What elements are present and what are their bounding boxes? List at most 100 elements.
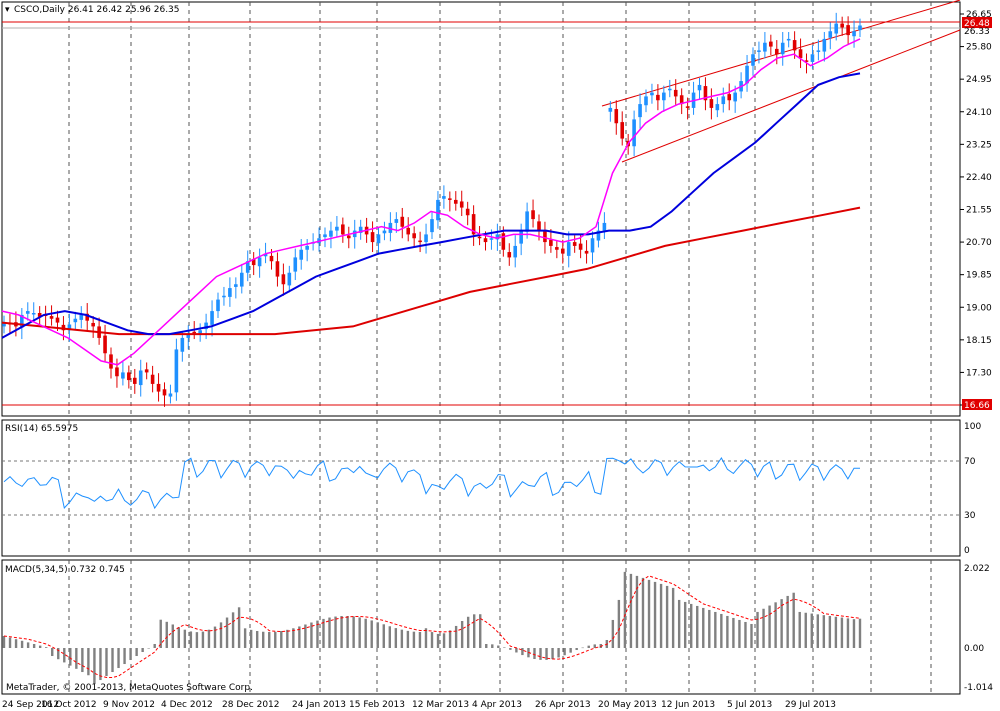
bull-candle xyxy=(210,311,214,325)
macd-bar xyxy=(322,618,325,648)
macd-bar xyxy=(201,631,205,648)
macd-bar xyxy=(430,632,434,648)
x-axis-label: 29 Jul 2013 xyxy=(785,700,836,710)
macd-bar xyxy=(683,601,687,648)
macd-bar xyxy=(304,624,307,648)
bull-candle xyxy=(138,370,143,386)
bull-candle xyxy=(382,230,387,234)
bull-candle xyxy=(745,65,749,84)
bear-candle xyxy=(578,243,583,250)
macd-tick-max: 2.022 xyxy=(964,564,990,574)
bull-candle xyxy=(644,96,648,106)
macd-bar xyxy=(117,648,120,669)
macd-bar xyxy=(207,629,211,648)
support-price-tag xyxy=(962,399,992,410)
bear-candle xyxy=(840,23,844,28)
macd-bar xyxy=(720,613,723,648)
macd-bar xyxy=(292,628,295,648)
macd-bar xyxy=(774,602,777,648)
bull-candle xyxy=(697,84,702,91)
bull-candle xyxy=(566,242,571,256)
macd-bar xyxy=(328,617,331,648)
bull-candle xyxy=(287,272,292,286)
macd-bar xyxy=(38,645,42,648)
macd-bar xyxy=(563,648,566,656)
bull-candle xyxy=(204,322,208,330)
macd-bar xyxy=(738,619,741,648)
macd-bar xyxy=(780,599,783,648)
macd-bar xyxy=(611,619,615,648)
x-axis-label: 28 Dec 2012 xyxy=(222,700,280,710)
bull-candle xyxy=(667,88,672,91)
macd-bar xyxy=(195,632,199,648)
rsi-panel[interactable] xyxy=(1,419,961,557)
bull-candle xyxy=(751,54,755,66)
macd-bar xyxy=(557,648,560,658)
bear-candle xyxy=(703,86,708,101)
symbol-header: CSCO,Daily 26.41 26.42 25.96 26.35 xyxy=(14,5,180,15)
ma-fast-line xyxy=(1,38,861,366)
macd-bar xyxy=(515,648,518,653)
bear-candle xyxy=(620,122,625,139)
bear-candle xyxy=(115,367,119,377)
bear-candle xyxy=(459,201,464,208)
macd-bar xyxy=(696,605,699,648)
x-axis-label: 24 Jan 2013 xyxy=(292,700,346,710)
macd-bar xyxy=(219,622,223,648)
x-axis-label: 26 Apr 2013 xyxy=(535,700,591,710)
macd-bar xyxy=(539,648,542,660)
macd-bar xyxy=(81,648,84,673)
macd-bar xyxy=(32,643,36,648)
macd-bar xyxy=(732,617,735,648)
bear-candle xyxy=(150,374,155,384)
price-panel[interactable] xyxy=(1,1,961,417)
bull-candle xyxy=(650,92,654,96)
bear-candle xyxy=(269,255,274,262)
macd-bar xyxy=(280,630,283,648)
macd-bar xyxy=(587,645,590,648)
support-label: 16.66 xyxy=(964,401,990,411)
bear-candle xyxy=(418,240,422,243)
macd-bar xyxy=(165,621,168,648)
x-axis-label: 20 May 2013 xyxy=(598,700,657,710)
bull-candle xyxy=(608,107,613,112)
x-axis-label: 12 Mar 2013 xyxy=(412,700,469,710)
bull-candle xyxy=(715,104,720,111)
macd-bar xyxy=(123,648,126,665)
bear-candle xyxy=(192,331,197,334)
x-axis-label: 16 Oct 2012 xyxy=(41,700,97,710)
bull-candle xyxy=(525,211,529,232)
macd-bar xyxy=(364,618,367,648)
macd-bar xyxy=(159,619,162,648)
macd-bar xyxy=(623,571,627,648)
bull-candle xyxy=(828,31,833,38)
bear-candle xyxy=(55,317,60,323)
collapse-triangle-icon[interactable]: ▾ xyxy=(5,5,10,15)
bear-candle xyxy=(37,313,42,317)
bear-candle xyxy=(453,199,458,204)
bear-candle xyxy=(543,230,547,243)
bull-candle xyxy=(299,249,304,260)
macd-title: MACD(5,34,5) 0.732 0.745 xyxy=(5,565,125,575)
macd-bar xyxy=(466,616,470,648)
channel-lower-line[interactable] xyxy=(621,29,961,163)
macd-bar xyxy=(497,645,500,648)
macd-bar xyxy=(491,644,494,648)
macd-bar xyxy=(14,639,18,648)
bear-candle xyxy=(798,49,803,59)
bull-candle xyxy=(67,324,72,331)
macd-bar xyxy=(816,614,820,648)
bull-candle xyxy=(245,261,250,273)
bull-candle xyxy=(852,31,856,37)
bear-candle xyxy=(774,48,779,55)
bull-candle xyxy=(757,50,761,52)
macd-bar xyxy=(798,611,801,648)
macd-bar xyxy=(394,628,398,648)
bull-candle xyxy=(816,50,821,52)
macd-bar xyxy=(629,573,633,648)
bear-candle xyxy=(804,60,809,62)
bear-candle xyxy=(614,109,619,124)
macd-bar xyxy=(593,644,596,648)
